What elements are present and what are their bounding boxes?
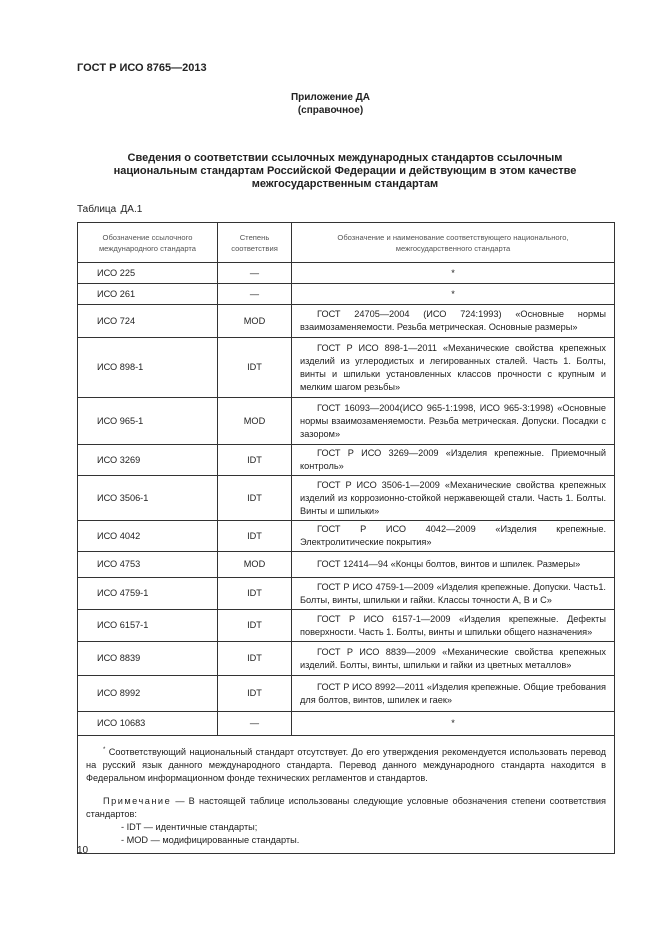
degree-cell: IDT <box>217 337 292 398</box>
page-number: 10 <box>77 845 89 856</box>
iso-cell: ИСО 4042 <box>77 520 218 552</box>
iso-cell: ИСО 3269 <box>77 444 218 476</box>
iso-cell: ИСО 8839 <box>77 641 218 676</box>
note: Примечание — В настоящей таблице использ… <box>86 795 606 821</box>
footnote-text: Соответствующий национальный стандарт от… <box>86 747 606 784</box>
degree-cell: — <box>217 262 292 284</box>
table-row: ИСО 4759-1 IDT ГОСТ Р ИСО 4759-1—2009 «Изд… <box>77 577 615 610</box>
note-item: - IDT — идентичные стандарты; <box>121 822 258 833</box>
national-standard-cell: ГОСТ Р ИСО 8992—2011 «Изделия крепежные.… <box>291 675 615 712</box>
national-standard-cell: ГОСТ Р ИСО 8839—2009 «Механические свойс… <box>291 641 615 676</box>
table-row: ИСО 8992 IDT ГОСТ Р ИСО 8992—2011 «Изделия… <box>77 675 615 712</box>
national-standard-cell: ГОСТ Р ИСО 898-1—2011 «Механические свой… <box>291 337 615 398</box>
iso-cell: ИСО 10683 <box>77 711 218 736</box>
header-degree: Степень соответствия <box>217 222 292 263</box>
iso-cell: ИСО 6157-1 <box>77 609 218 642</box>
national-standard-cell: * <box>291 711 615 736</box>
national-standard-cell: * <box>291 283 615 305</box>
table-row: ИСО 6157-1 IDT ГОСТ Р ИСО 6157-1—2009 «Изд… <box>77 609 615 642</box>
header-iso: Обозначение ссылочного международного ст… <box>77 222 218 263</box>
degree-cell: IDT <box>217 577 292 610</box>
table-row: ИСО 965-1 MOD ГОСТ 16093—2004(ИСО 965-1:19… <box>77 397 615 445</box>
table-row: ИСО 261— * <box>77 283 615 305</box>
table-row: ИСО 4042 IDT ГОСТ Р ИСО 4042—2009 «Изделия… <box>77 520 615 552</box>
national-standard-cell: ГОСТ 16093—2004(ИСО 965-1:1998, ИСО 965-… <box>291 397 615 445</box>
note-text: — В настоящей таблице использованы следу… <box>86 796 606 820</box>
document-code: ГОСТ Р ИСО 8765—2013 <box>77 62 207 74</box>
iso-cell: ИСО 724 <box>77 304 218 338</box>
notes-cell: * Соответствующий национальный стандарт … <box>77 734 615 855</box>
degree-cell: — <box>217 283 292 305</box>
table-label: Таблица ДА.1 <box>77 204 142 215</box>
note-label: Примечание <box>103 796 172 807</box>
table-row: ИСО 10683— * <box>77 711 615 736</box>
footnote: * Соответствующий национальный стандарт … <box>86 744 606 785</box>
appendix-heading: Приложение ДА (справочное) <box>0 91 661 117</box>
national-standard-cell: ГОСТ 12414—94 «Концы болтов, винтов и шп… <box>291 551 615 578</box>
degree-cell: IDT <box>217 475 292 521</box>
degree-cell: IDT <box>217 675 292 712</box>
iso-cell: ИСО 898-1 <box>77 337 218 398</box>
iso-cell: ИСО 261 <box>77 283 218 305</box>
appendix-subtitle: (справочное) <box>297 105 364 116</box>
degree-cell: MOD <box>217 397 292 445</box>
degree-cell: IDT <box>217 609 292 642</box>
degree-cell: IDT <box>217 520 292 552</box>
notes-row: * Соответствующий национальный стандарт … <box>77 734 615 855</box>
header-national: Обозначение и наименование соответствующ… <box>291 222 615 263</box>
degree-cell: — <box>217 711 292 736</box>
degree-cell: IDT <box>217 641 292 676</box>
appendix-title: Приложение ДА <box>290 92 371 103</box>
national-standard-cell: ГОСТ Р ИСО 4042—2009 «Изделия крепежные.… <box>291 520 615 552</box>
table-row: ИСО 3506-1 IDT ГОСТ Р ИСО 3506-1—2009 «Мех… <box>77 475 615 521</box>
note-item: - MOD — модифицированные стандарты. <box>121 835 300 846</box>
table-label-word: Таблица <box>77 204 117 215</box>
iso-cell: ИСО 8992 <box>77 675 218 712</box>
table-row: ИСО 3269 IDT ГОСТ Р ИСО 3269—2009 «Изделия… <box>77 444 615 476</box>
degree-cell: IDT <box>217 444 292 476</box>
table-row: ИСО 4753 MOD ГОСТ 12414—94 «Концы болтов, … <box>77 551 615 578</box>
national-standard-cell: ГОСТ Р ИСО 3269—2009 «Изделия крепежные.… <box>291 444 615 476</box>
table-row: ИСО 724 MOD ГОСТ 24705—2004 (ИСО 724:1993)… <box>77 304 615 338</box>
table-label-number: ДА.1 <box>120 204 143 215</box>
national-standard-cell: ГОСТ Р ИСО 6157-1—2009 «Изделия крепежны… <box>291 609 615 642</box>
standards-table: Обозначение ссылочного международного ст… <box>77 222 615 855</box>
national-standard-cell: ГОСТ Р ИСО 4759-1—2009 «Изделия крепежны… <box>291 577 615 610</box>
table-row: ИСО 8839 IDT ГОСТ Р ИСО 8839—2009 «Механич… <box>77 641 615 676</box>
degree-cell: MOD <box>217 551 292 578</box>
footnote-mark: * <box>103 747 106 753</box>
national-standard-cell: * <box>291 262 615 284</box>
degree-cell: MOD <box>217 304 292 338</box>
table-row: ИСО 225— * <box>77 262 615 284</box>
iso-cell: ИСО 225 <box>77 262 218 284</box>
national-standard-cell: ГОСТ Р ИСО 3506-1—2009 «Механические сво… <box>291 475 615 521</box>
iso-cell: ИСО 3506-1 <box>77 475 218 521</box>
section-title: Сведения о соответствии ссылочных междун… <box>113 152 577 190</box>
iso-cell: ИСО 965-1 <box>77 397 218 445</box>
table-row: ИСО 898-1 IDT ГОСТ Р ИСО 898-1—2011 «Механ… <box>77 337 615 398</box>
national-standard-cell: ГОСТ 24705—2004 (ИСО 724:1993) «Основные… <box>291 304 615 338</box>
table-header-row: Обозначение ссылочного международного ст… <box>77 222 615 263</box>
iso-cell: ИСО 4759-1 <box>77 577 218 610</box>
iso-cell: ИСО 4753 <box>77 551 218 578</box>
